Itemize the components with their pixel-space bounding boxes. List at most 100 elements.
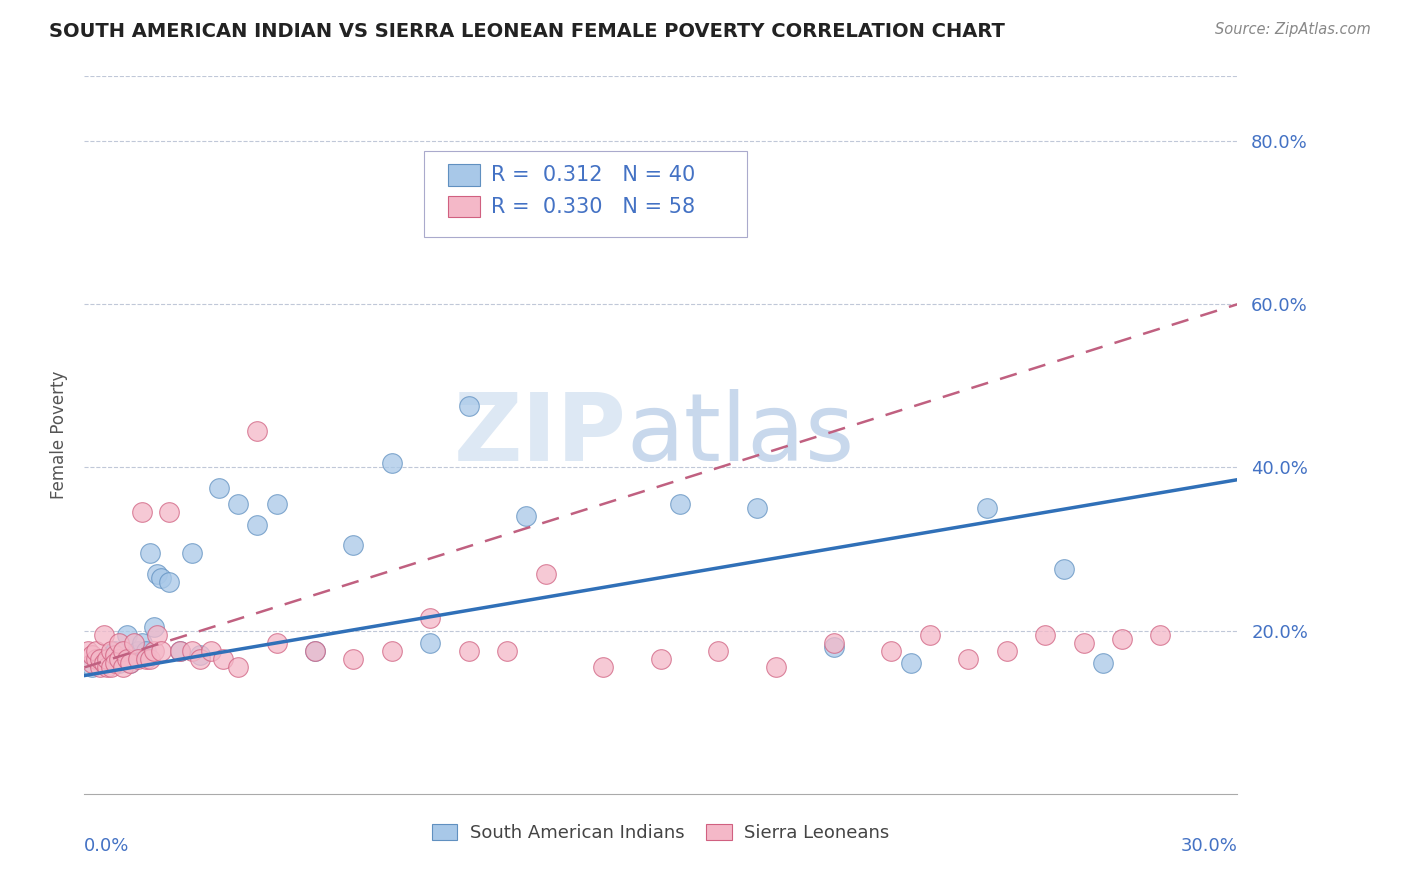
Point (342, 538, 364, 552)
Point (157, 505, 180, 519)
Point (304, 644, 326, 658)
Point (200, 644, 222, 658)
Point (515, 509, 537, 524)
Point (80, 648, 103, 662)
Point (77, 644, 100, 658)
Text: SOUTH AMERICAN INDIAN VS SIERRA LEONEAN FEMALE POVERTY CORRELATION CHART: SOUTH AMERICAN INDIAN VS SIERRA LEONEAN … (49, 22, 1005, 41)
Point (115, 628, 138, 642)
Point (1073, 636, 1095, 650)
Point (745, 501, 768, 516)
Point (100, 648, 122, 662)
Point (457, 399, 479, 413)
Point (1091, 657, 1114, 671)
Point (108, 652, 131, 666)
Point (211, 652, 233, 666)
Point (995, 644, 1018, 658)
Point (111, 660, 134, 674)
FancyBboxPatch shape (425, 152, 748, 237)
Text: atlas: atlas (626, 389, 855, 481)
Point (89, 652, 111, 666)
Point (127, 652, 149, 666)
Point (127, 644, 149, 658)
Point (84, 652, 107, 666)
Point (304, 644, 326, 658)
Point (93, 628, 115, 642)
Point (592, 219, 614, 234)
Point (188, 648, 211, 662)
FancyBboxPatch shape (447, 164, 479, 186)
FancyBboxPatch shape (447, 195, 479, 218)
Point (146, 566, 169, 581)
Point (96, 660, 118, 674)
Point (880, 644, 903, 658)
Point (496, 644, 519, 658)
Point (142, 644, 165, 658)
Point (80, 660, 103, 674)
Point (89, 660, 111, 674)
Point (84, 644, 107, 658)
Point (80, 657, 103, 671)
Point (146, 628, 169, 642)
Point (131, 636, 153, 650)
Point (823, 636, 845, 650)
Text: R =  0.312   N = 40: R = 0.312 N = 40 (491, 165, 696, 185)
Point (115, 652, 138, 666)
Point (1149, 628, 1171, 642)
Point (138, 546, 160, 560)
Point (150, 571, 173, 585)
Point (381, 457, 404, 471)
Point (823, 640, 845, 654)
Point (150, 644, 173, 658)
Point (669, 497, 692, 511)
Point (188, 652, 211, 666)
Point (419, 636, 441, 650)
Point (100, 660, 122, 674)
Point (93, 657, 115, 671)
Point (111, 652, 134, 666)
Point (457, 644, 479, 658)
Text: 0.0%: 0.0% (84, 837, 129, 855)
Point (976, 501, 998, 516)
Point (1053, 562, 1076, 576)
Point (169, 644, 191, 658)
Point (342, 652, 364, 666)
Text: Source: ZipAtlas.com: Source: ZipAtlas.com (1215, 22, 1371, 37)
Point (650, 652, 672, 666)
Legend: South American Indians, Sierra Leoneans: South American Indians, Sierra Leoneans (425, 817, 897, 849)
Point (135, 644, 157, 658)
Point (246, 424, 269, 438)
Text: 30.0%: 30.0% (1181, 837, 1237, 855)
Point (1111, 632, 1133, 646)
Point (131, 505, 153, 519)
Point (707, 644, 730, 658)
Point (1033, 628, 1056, 642)
Point (266, 497, 288, 511)
Point (120, 657, 142, 671)
Point (96, 652, 118, 666)
Point (900, 657, 922, 671)
Point (89, 652, 111, 666)
Point (93, 657, 115, 671)
Point (169, 644, 191, 658)
Text: R =  0.330   N = 58: R = 0.330 N = 58 (491, 196, 696, 217)
Text: ZIP: ZIP (453, 389, 626, 481)
Point (124, 636, 146, 650)
Point (104, 657, 127, 671)
Point (181, 546, 204, 560)
Point (381, 644, 404, 658)
Point (142, 619, 165, 633)
Point (157, 574, 180, 589)
Point (534, 566, 557, 581)
Point (246, 517, 269, 532)
Point (765, 660, 787, 674)
Point (120, 657, 142, 671)
Point (108, 657, 131, 671)
Point (419, 611, 441, 625)
Point (266, 636, 288, 650)
Point (957, 652, 980, 666)
Point (124, 648, 146, 662)
Point (138, 652, 160, 666)
Y-axis label: Female Poverty: Female Poverty (49, 371, 67, 499)
Point (226, 660, 249, 674)
Point (208, 481, 231, 495)
